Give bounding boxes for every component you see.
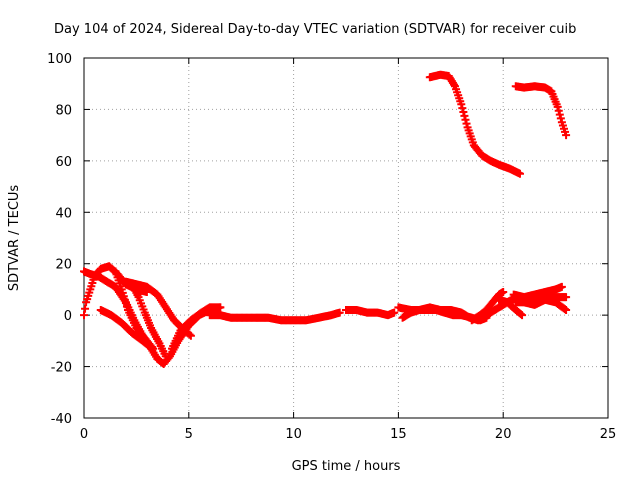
data-point <box>516 310 525 319</box>
data-point <box>460 111 469 120</box>
series-arc-low-9 <box>342 306 399 320</box>
y-tick-label: -40 <box>51 412 72 427</box>
x-tick-label: 5 <box>185 427 193 442</box>
y-tick-label: 40 <box>55 206 72 221</box>
data-markers <box>80 70 571 368</box>
data-point <box>499 288 508 296</box>
data-point <box>335 308 344 317</box>
data-point <box>562 131 571 140</box>
data-point <box>216 303 225 312</box>
data-point <box>518 311 527 320</box>
data-point <box>457 100 466 109</box>
series-arc-low-2 <box>80 267 225 368</box>
y-tick-label: 100 <box>47 52 72 67</box>
data-point <box>562 293 571 302</box>
series-arc-low-4 <box>96 306 153 350</box>
data-point <box>80 311 88 320</box>
data-point <box>81 304 90 313</box>
y-axis-label: SDTVAR / TECUs <box>7 185 22 292</box>
data-point <box>458 104 467 113</box>
data-point <box>515 169 524 178</box>
plot-frame <box>83 57 609 419</box>
series-arc-low-5 <box>128 280 170 361</box>
y-tick-label: -20 <box>51 361 72 376</box>
data-point <box>554 106 563 115</box>
x-tick-label: 10 <box>285 427 302 442</box>
y-tick-label: 20 <box>55 258 72 273</box>
data-point <box>461 115 470 124</box>
x-axis-label: GPS time / hours <box>292 459 401 474</box>
data-point <box>390 308 399 317</box>
chart-title: Day 104 of 2024, Sidereal Day-to-day VTE… <box>54 22 576 37</box>
x-tick-label: 0 <box>80 427 88 442</box>
data-point <box>462 119 471 128</box>
y-tick-label: 60 <box>55 155 72 170</box>
data-point <box>185 330 194 339</box>
data-point <box>144 342 153 350</box>
data-point <box>149 344 158 353</box>
data-point <box>553 102 562 111</box>
data-point <box>562 306 571 314</box>
y-tick-label: 0 <box>64 309 72 324</box>
data-point <box>186 331 195 340</box>
series-arc-low-15 <box>509 282 566 302</box>
series-arc-low-16 <box>511 295 571 314</box>
x-tick-label: 20 <box>495 427 512 442</box>
y-tick-label: 80 <box>55 103 72 118</box>
series-arc-low-14 <box>495 295 527 320</box>
data-point <box>556 114 565 123</box>
data-point <box>555 110 564 119</box>
x-tick-label: 25 <box>600 427 617 442</box>
series-arc-low-8 <box>205 308 344 325</box>
data-point <box>459 108 468 116</box>
series-arc-low-7 <box>168 303 225 353</box>
axis-ticks: 0 5 10 15 20 25 -40 -20 0 20 40 60 80 100 <box>47 52 616 442</box>
series-arc-high-1 <box>425 70 524 178</box>
series-arc-high-2 <box>511 82 571 140</box>
x-tick-label: 15 <box>390 427 407 442</box>
data-point <box>161 352 170 361</box>
data-point <box>557 282 566 291</box>
